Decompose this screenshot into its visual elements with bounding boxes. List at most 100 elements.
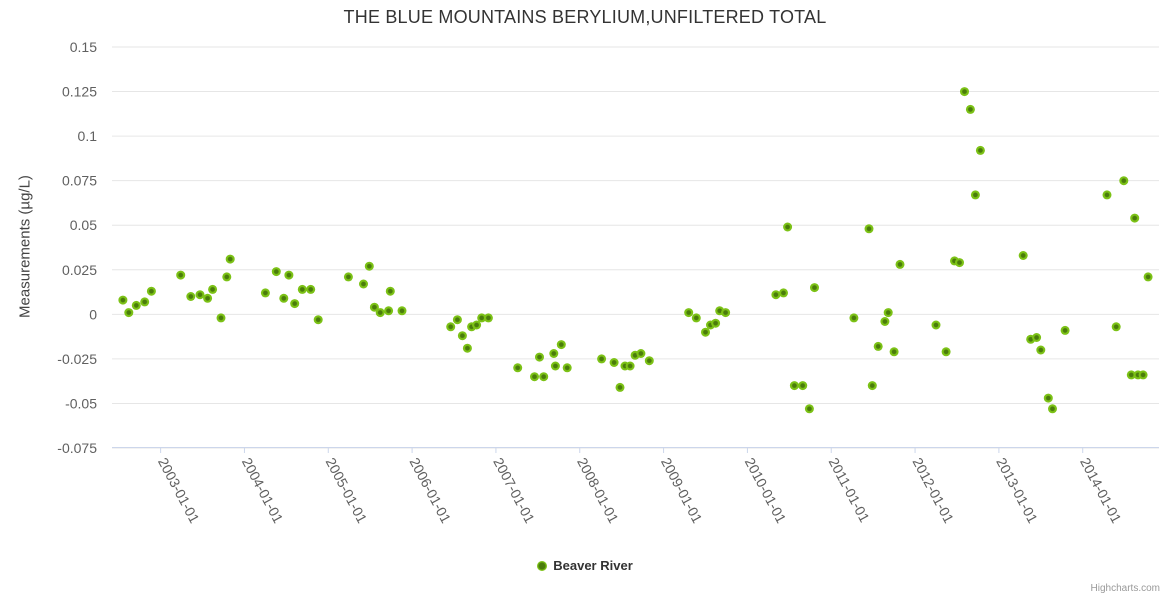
data-point[interactable] [452, 315, 462, 325]
data-point[interactable] [306, 284, 316, 294]
data-point[interactable] [260, 288, 270, 298]
y-axis-tick-label: -0.075 [57, 440, 97, 456]
data-point[interactable] [711, 318, 721, 328]
data-point[interactable] [1043, 393, 1053, 403]
data-point[interactable] [1130, 213, 1140, 223]
data-point[interactable] [384, 306, 394, 316]
data-point[interactable] [955, 258, 964, 268]
data-point[interactable] [960, 87, 969, 97]
data-point[interactable] [597, 354, 607, 364]
y-axis-tick-label: 0.125 [62, 84, 97, 100]
data-point[interactable] [195, 290, 205, 300]
data-point[interactable] [343, 272, 353, 282]
data-point[interactable] [609, 358, 619, 367]
data-point[interactable] [530, 372, 539, 382]
data-point[interactable] [810, 283, 819, 293]
x-axis-tick-label: 2008-01-01 [574, 455, 622, 526]
data-point[interactable] [1060, 325, 1070, 335]
legend-item-beaver-river[interactable]: Beaver River [0, 558, 1170, 573]
data-point[interactable] [556, 340, 566, 350]
data-point[interactable] [691, 313, 701, 323]
data-point[interactable] [359, 279, 368, 289]
data-point[interactable] [684, 308, 694, 318]
highcharts-credits-link[interactable]: Highcharts.com [1090, 583, 1160, 594]
data-point[interactable] [867, 381, 877, 391]
data-point[interactable] [644, 356, 654, 366]
data-point[interactable] [284, 270, 294, 280]
data-point[interactable] [931, 320, 941, 330]
x-axis-tick-label: 2010-01-01 [742, 455, 790, 526]
data-point[interactable] [222, 272, 232, 282]
data-point[interactable] [883, 308, 893, 318]
data-point[interactable] [849, 313, 859, 323]
data-point[interactable] [1032, 333, 1042, 342]
data-point[interactable] [864, 224, 874, 234]
data-point[interactable] [457, 331, 467, 341]
data-point[interactable] [297, 284, 307, 294]
data-point[interactable] [975, 145, 985, 155]
data-point[interactable] [1102, 190, 1112, 200]
data-point[interactable] [880, 317, 890, 326]
data-point[interactable] [124, 308, 134, 318]
data-point[interactable] [873, 341, 883, 351]
data-point[interactable] [131, 300, 141, 310]
data-point[interactable] [1119, 176, 1129, 186]
data-point[interactable] [146, 286, 156, 296]
data-point[interactable] [562, 363, 572, 373]
x-axis-tick-label: 2006-01-01 [406, 455, 454, 526]
data-point[interactable] [783, 222, 793, 232]
data-point[interactable] [549, 349, 559, 358]
data-point[interactable] [701, 327, 710, 337]
data-point[interactable] [1036, 345, 1046, 355]
data-point[interactable] [477, 313, 487, 323]
data-point[interactable] [1138, 370, 1148, 380]
data-point[interactable] [513, 363, 523, 373]
data-point[interactable] [140, 297, 150, 307]
data-point[interactable] [1111, 322, 1121, 332]
data-point[interactable] [550, 361, 560, 371]
data-point[interactable] [965, 104, 975, 114]
data-point[interactable] [271, 267, 281, 277]
data-point[interactable] [462, 343, 472, 353]
data-point[interactable] [889, 347, 899, 357]
data-point[interactable] [625, 361, 635, 371]
data-point[interactable] [290, 299, 300, 309]
data-point[interactable] [771, 290, 781, 300]
data-point[interactable] [176, 270, 186, 280]
data-point[interactable] [375, 308, 385, 318]
x-axis-tick-label: 2013-01-01 [993, 455, 1041, 526]
data-point[interactable] [789, 381, 799, 391]
data-point[interactable] [636, 349, 646, 358]
data-point[interactable] [895, 259, 905, 269]
data-point[interactable] [798, 381, 808, 391]
data-point[interactable] [364, 261, 374, 271]
data-point[interactable] [369, 302, 379, 312]
data-point[interactable] [1018, 251, 1028, 260]
data-point[interactable] [535, 352, 544, 362]
data-point[interactable] [483, 313, 493, 323]
data-point[interactable] [118, 295, 128, 305]
data-point[interactable] [203, 293, 213, 303]
data-point[interactable] [615, 382, 625, 392]
data-point[interactable] [186, 292, 196, 301]
data-point[interactable] [208, 284, 218, 294]
data-point[interactable] [941, 347, 951, 357]
y-axis-tick-label: 0.025 [62, 262, 97, 278]
data-point[interactable] [1048, 404, 1057, 414]
data-point[interactable] [721, 308, 731, 318]
data-point[interactable] [313, 315, 323, 325]
data-point[interactable] [385, 286, 395, 296]
data-point[interactable] [970, 190, 980, 200]
data-point[interactable] [539, 372, 549, 382]
data-point[interactable] [397, 306, 407, 316]
data-point[interactable] [446, 322, 456, 332]
y-axis-tick-label: -0.025 [57, 351, 97, 367]
data-point[interactable] [1126, 370, 1136, 380]
data-point[interactable] [225, 254, 235, 264]
data-point[interactable] [472, 320, 482, 330]
data-point[interactable] [1143, 272, 1153, 282]
data-point[interactable] [279, 293, 289, 303]
data-point[interactable] [216, 313, 226, 323]
data-point[interactable] [804, 404, 814, 414]
data-point[interactable] [779, 288, 788, 298]
